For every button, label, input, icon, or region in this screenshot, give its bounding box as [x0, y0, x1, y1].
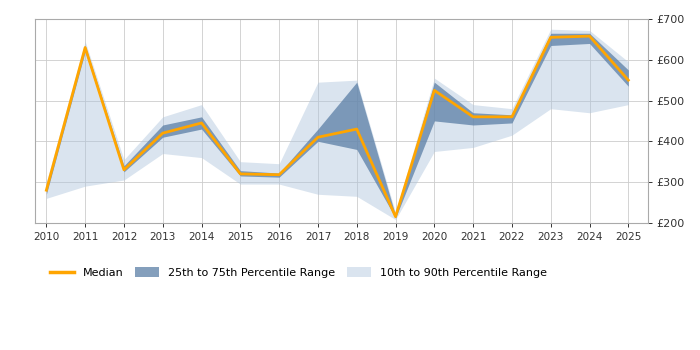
- Legend: Median, 25th to 75th Percentile Range, 10th to 90th Percentile Range: Median, 25th to 75th Percentile Range, 1…: [46, 263, 552, 282]
